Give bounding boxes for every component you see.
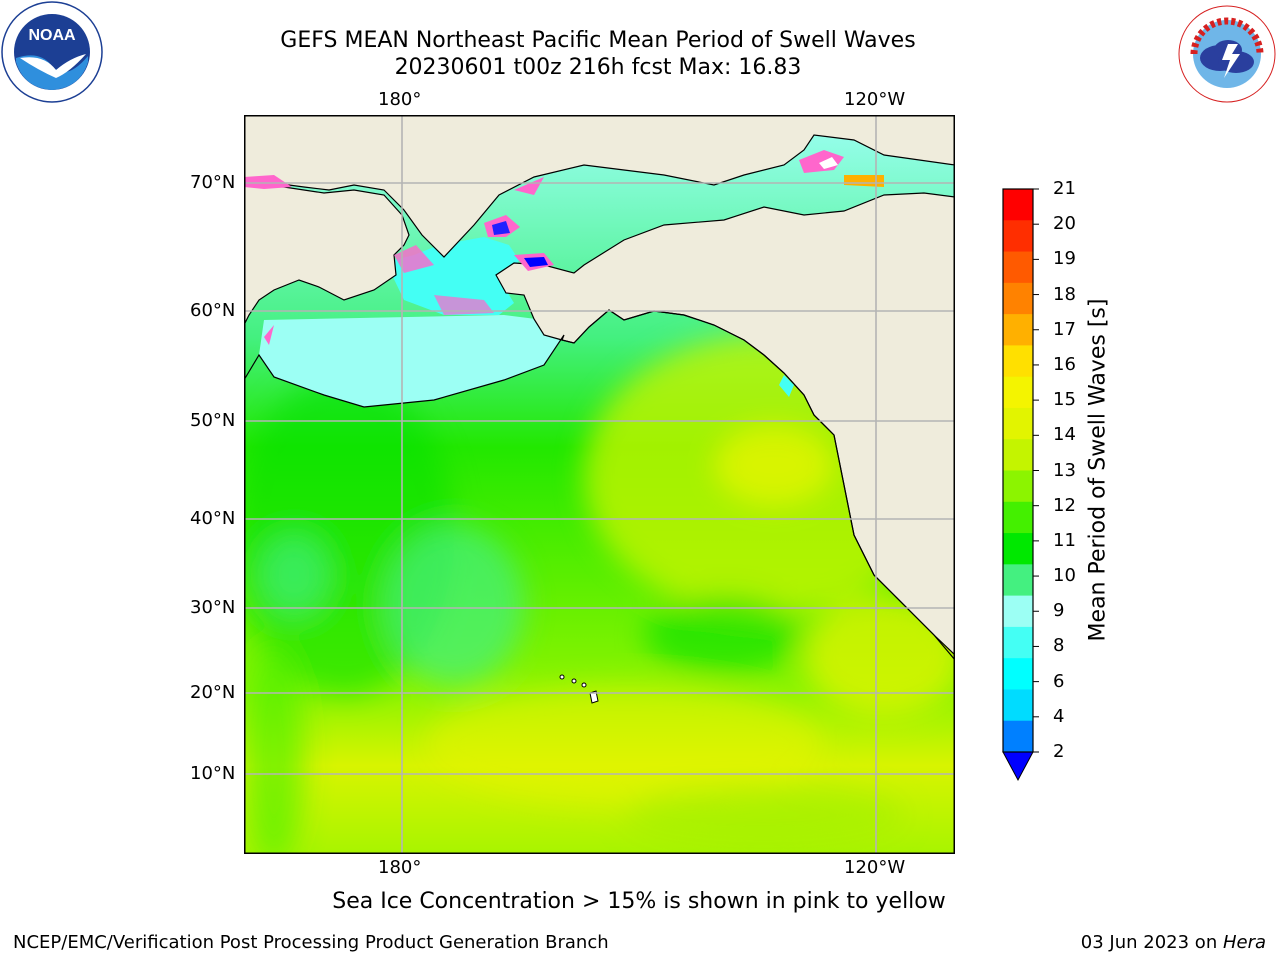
colorbar-cell: [1003, 720, 1033, 753]
colorbar-tick-label: 13: [1053, 459, 1076, 481]
colorbar-cell: [1003, 470, 1033, 503]
colorbar-cell: [1003, 564, 1033, 597]
map-panel: [244, 115, 955, 854]
hawaii-islands: [559, 674, 599, 704]
colorbar-cell: [1003, 626, 1033, 659]
lat-label-40n: 40°N: [190, 508, 236, 529]
colorbar-cell: [1003, 407, 1033, 440]
lat-label-70n: 70°N: [190, 172, 236, 193]
colorbar-tick-label: 12: [1053, 494, 1076, 516]
colorbar-cell: [1003, 595, 1033, 628]
colorbar-tick-label: 17: [1053, 318, 1076, 340]
colorbar-tick-label: 6: [1053, 670, 1065, 692]
colorbar-cell: [1003, 658, 1033, 690]
lon-label-bottom-180: 180°: [378, 857, 422, 878]
lat-label-50n: 50°N: [190, 410, 236, 431]
graticule: [244, 115, 955, 854]
colorbar-under-arrow: [1002, 751, 1034, 782]
colorbar-cell: [1003, 251, 1033, 284]
lat-label-60n: 60°N: [190, 300, 236, 321]
colorbar-tick-label: 10: [1053, 565, 1076, 587]
colorbar-tick-label: 20: [1053, 213, 1076, 235]
colorbar-tick-label: 8: [1053, 635, 1065, 657]
colorbar: [1002, 188, 1039, 782]
colorbar-tick-marks: [1033, 188, 1039, 753]
colorbar-cell: [1003, 345, 1033, 378]
noaa-wordmark: NOAA: [28, 27, 76, 44]
footer-date-text: 03 Jun 2023 on: [1080, 932, 1223, 953]
colorbar-tick-label: 4: [1053, 705, 1065, 727]
colorbar-tick-label: 19: [1053, 248, 1076, 270]
coastline: [244, 309, 955, 661]
lat-label-30n: 30°N: [190, 597, 236, 618]
colorbar-tick-label: 14: [1053, 424, 1076, 446]
colorbar-tick-label: 18: [1053, 283, 1076, 305]
colorbar-cell: [1003, 220, 1033, 253]
land: [244, 115, 955, 656]
bering-low-period-region: [259, 315, 564, 407]
colorbar-cells: [1003, 189, 1033, 753]
sea-ice: [244, 150, 884, 397]
colorbar-tick-label: 15: [1053, 389, 1076, 411]
lon-label-top-120w: 120°W: [844, 89, 906, 110]
chart-title: GEFS MEAN Northeast Pacific Mean Period …: [280, 28, 916, 53]
nws-logo: [1178, 5, 1276, 103]
colorbar-cell: [1003, 501, 1033, 534]
map-frame: [244, 115, 955, 854]
colorbar-tick-label: 9: [1053, 600, 1065, 622]
lon-label-bottom-120w: 120°W: [844, 857, 906, 878]
colorbar-tick-label: 2: [1053, 741, 1065, 762]
lon-label-top-180: 180°: [378, 89, 422, 110]
footer-date: 03 Jun 2023 on Hera: [1081, 932, 1266, 953]
colorbar-cell: [1003, 439, 1033, 471]
colorbar-cell: [1003, 376, 1033, 409]
colorbar-cell: [1003, 189, 1033, 221]
chart-subtitle: 20230601 t00z 216h fcst Max: 16.83: [394, 55, 802, 80]
lat-label-20n: 20°N: [190, 682, 236, 703]
colorbar-cell: [1003, 282, 1033, 315]
colorbar-cell: [1003, 314, 1033, 346]
colorbar-cell: [1003, 689, 1033, 722]
footer-host: Hera: [1222, 932, 1266, 953]
sea-ice-caption: Sea Ice Concentration > 15% is shown in …: [332, 889, 946, 914]
colorbar-cell: [1003, 533, 1033, 565]
colorbar-label: Mean Period of Swell Waves [s]: [1085, 298, 1111, 642]
noaa-logo: NOAA: [1, 1, 103, 103]
colorbar-tick-label: 21: [1053, 178, 1076, 199]
footer-credit: NCEP/EMC/Verification Post Processing Pr…: [13, 932, 609, 953]
colorbar-tick-label: 16: [1053, 353, 1076, 375]
lat-label-10n: 10°N: [190, 763, 236, 784]
colorbar-tick-label: 11: [1053, 529, 1076, 551]
